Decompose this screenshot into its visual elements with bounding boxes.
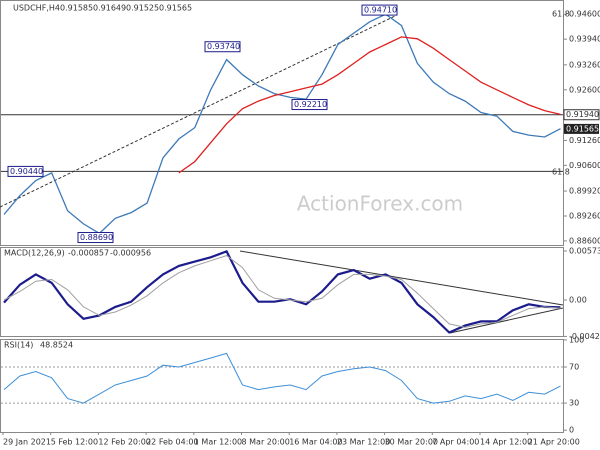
x-tick-label: 14 Apr 12:00 [480,438,532,447]
y-tick-label: 100 [569,335,584,344]
annotation-box [7,165,44,177]
rsi-panel [0,339,564,433]
annotation-label: 0.94710 [364,6,397,15]
x-tick-label: 8 Mar 20:00 [242,438,290,447]
price-panel [0,0,564,246]
last-price-box [564,123,599,134]
macd-title: MACD(12,26,9) [4,249,65,258]
open: 0.91585 [60,4,93,13]
x-tick-label: 12 Feb 20:00 [98,438,150,447]
series-line [3,255,561,328]
y-tick-label: 0.005739 [569,247,600,256]
annotation-box [204,41,241,53]
y-tick-label: 0.93260 [569,60,600,69]
symbol: USDCHF,H4 [13,4,60,13]
watermark: ActionForex.com [297,192,463,216]
y-tick-label: -0.004261 [569,332,600,341]
series-line [3,352,561,404]
y-tick-label: 0.89260 [569,211,600,220]
high: 0.91649 [93,4,126,13]
x-tick-label: 1 Mar 12:00 [194,438,242,447]
x-tick-label: 5 Feb 12:00 [51,438,98,447]
y-tick-label: 0.00 [569,296,587,305]
low: 0.91525 [126,4,159,13]
macd-readout: -0.000857 [68,249,109,258]
y-tick-label: 0.89920 [569,187,600,196]
macd-trend-lower [449,307,564,334]
series-line [3,250,561,334]
y-tick-label: 0.93940 [569,35,600,44]
annotation-box [77,232,114,244]
last-price-label: 0.91565 [566,124,599,133]
y-tick-label: 0.88600 [569,236,600,245]
y-tick-label: 0.90600 [569,161,600,170]
series-line [178,36,561,174]
fib-label: 61.8 [552,10,570,19]
y-tick-label: 0.91260 [569,136,600,145]
x-tick-label: 22 Feb 04:00 [146,438,198,447]
rsi-readout: 48.8524 [40,341,73,350]
rsi-title: RSI(14) [4,341,33,350]
x-tick-label: 21 Apr 20:00 [528,438,580,447]
x-tick-label: 16 Mar 04:00 [289,438,342,447]
annotation-box [361,4,398,16]
level-label: 0.91940 [566,110,599,119]
annotation-label: 0.90440 [10,167,43,176]
annotation-box [291,99,328,111]
x-tick-label: 23 Mar 12:00 [337,438,390,447]
y-tick-label: 0.94600 [569,10,600,19]
level-box [563,109,600,121]
annotation-label: 0.92210 [294,100,327,109]
x-tick-label: 30 Mar 20:00 [385,438,438,447]
fib-label: 61.8 [552,168,570,177]
trend-line [0,15,396,208]
y-tick-label: 70 [569,362,579,371]
y-tick-label: 30 [569,399,579,408]
annotation-label: 0.93740 [207,42,240,51]
annotation-label: 0.88690 [80,233,113,242]
macd-panel [0,247,564,337]
close: 0.91565 [159,4,192,13]
x-tick-label: 7 Apr 04:00 [432,438,479,447]
macd-readout: -0.000956 [110,249,151,258]
y-tick-label: 0 [569,426,574,435]
macd-trend-upper [239,250,564,306]
x-tick-label: 29 Jan 2021 [3,438,51,447]
y-tick-label: 0.92600 [569,85,600,94]
series-line [3,13,561,235]
